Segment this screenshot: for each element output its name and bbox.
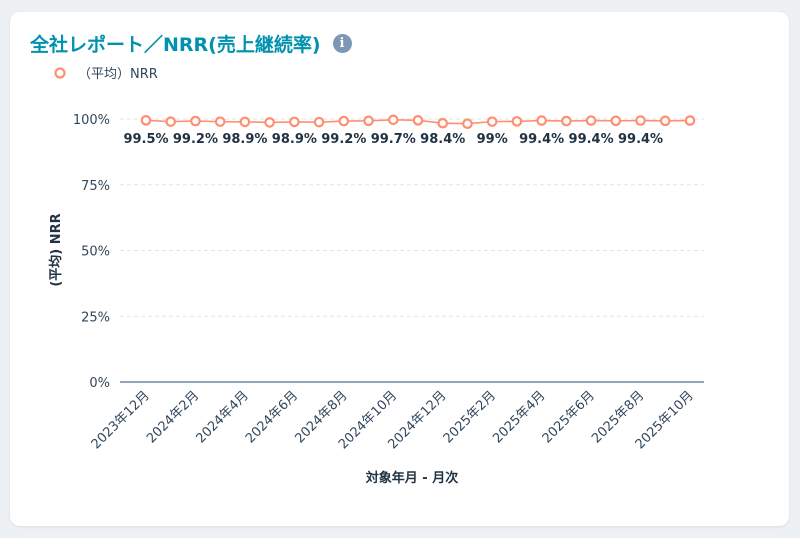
data-point	[387, 114, 399, 126]
data-point	[536, 115, 547, 126]
data-point	[412, 115, 424, 126]
data-point	[363, 115, 374, 127]
y-axis-title: (平均) NRR	[48, 213, 64, 286]
data-label: 98.9%	[272, 132, 317, 147]
data-label: 99.2%	[173, 132, 218, 147]
info-icon[interactable]: i	[332, 34, 352, 53]
x-tick-label: 2025年4月	[490, 388, 548, 446]
data-point	[338, 115, 350, 127]
data-point	[585, 115, 597, 126]
data-point	[289, 116, 300, 128]
data-label: 98.4%	[420, 132, 465, 147]
legend[interactable]: （平均）NRR	[52, 63, 158, 82]
x-tick-label: 2025年6月	[540, 388, 598, 446]
data-label: 99.4%	[569, 132, 614, 147]
report-card: 全社レポート／NRR(売上継続率) i （平均）NRR	[10, 12, 789, 526]
card-header: 全社レポート／NRR(売上継続率) i	[30, 30, 352, 57]
data-point	[511, 116, 523, 127]
data-point	[214, 116, 226, 127]
x-tick-label: 2024年6月	[243, 388, 301, 446]
x-tick-label: 2025年2月	[441, 388, 499, 446]
y-tick-label: 0%	[89, 376, 110, 391]
x-tick-label: 2023年12月	[89, 388, 153, 452]
data-point	[684, 115, 696, 126]
y-tick-label: 50%	[81, 245, 110, 260]
data-label: 99.5%	[123, 132, 168, 147]
data-label: 99.2%	[321, 132, 366, 147]
data-label: 99.4%	[618, 132, 663, 147]
data-point	[486, 116, 498, 127]
data-point	[561, 115, 572, 127]
y-tick-label: 75%	[81, 179, 110, 194]
data-point	[165, 116, 177, 127]
x-tick-label: 2024年2月	[144, 388, 202, 446]
data-point	[635, 115, 646, 126]
chart-title: 全社レポート／NRR(売上継続率)	[30, 34, 321, 56]
data-point	[264, 117, 275, 128]
y-tick-label: 100%	[73, 113, 110, 128]
x-tick-label: 2024年4月	[194, 388, 252, 446]
x-axis-title: 対象年月 - 月次	[365, 470, 458, 486]
data-label: 99.7%	[371, 132, 416, 147]
data-point	[140, 115, 152, 126]
data-label: 99%	[477, 132, 508, 147]
data-label: 98.9%	[222, 132, 267, 147]
legend-label: （平均）NRR	[78, 67, 158, 82]
legend-marker	[54, 66, 66, 79]
y-tick-label: 25%	[81, 310, 110, 325]
data-point	[313, 116, 325, 128]
data-point	[239, 116, 251, 128]
data-point	[437, 117, 449, 129]
data-label: 99.4%	[519, 132, 564, 147]
data-point	[190, 115, 201, 127]
data-point	[610, 115, 622, 127]
data-point	[659, 115, 671, 127]
data-point	[462, 118, 473, 130]
